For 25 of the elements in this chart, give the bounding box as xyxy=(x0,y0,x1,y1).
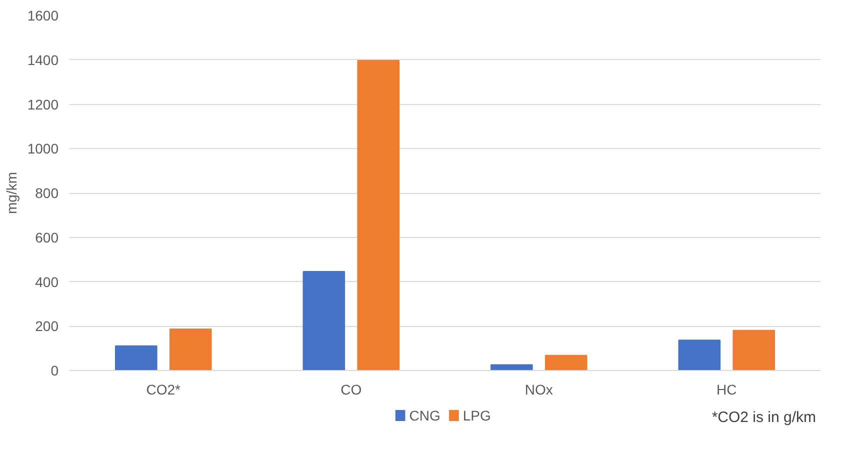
x-tick-label: HC xyxy=(716,382,737,398)
x-tick-label: CO xyxy=(340,382,362,398)
y-tick-label: 800 xyxy=(35,185,59,201)
bar xyxy=(169,328,212,370)
bar xyxy=(490,364,533,370)
x-tick-label: NOx xyxy=(524,382,553,398)
legend-label: LPG xyxy=(462,408,491,424)
bar xyxy=(544,354,588,370)
y-tick-label: 1000 xyxy=(27,140,59,157)
bar xyxy=(115,345,158,370)
bar xyxy=(357,60,400,370)
x-tick-label: CO2* xyxy=(146,382,182,398)
y-tick-label: 1400 xyxy=(27,52,59,68)
y-tick-label: 1600 xyxy=(27,8,59,24)
bar xyxy=(678,340,721,370)
bar xyxy=(302,271,346,370)
legend-label: CNG xyxy=(409,408,440,424)
y-tick-label: 1200 xyxy=(27,96,59,112)
y-tick-label: 600 xyxy=(35,229,59,246)
y-tick-label: 400 xyxy=(35,274,59,290)
y-tick-label: 200 xyxy=(35,318,59,334)
bar xyxy=(732,330,775,370)
y-axis-title: mg/km xyxy=(3,172,20,214)
y-tick-label: 0 xyxy=(50,362,59,378)
text: *CO2 is in g/km xyxy=(712,409,816,426)
